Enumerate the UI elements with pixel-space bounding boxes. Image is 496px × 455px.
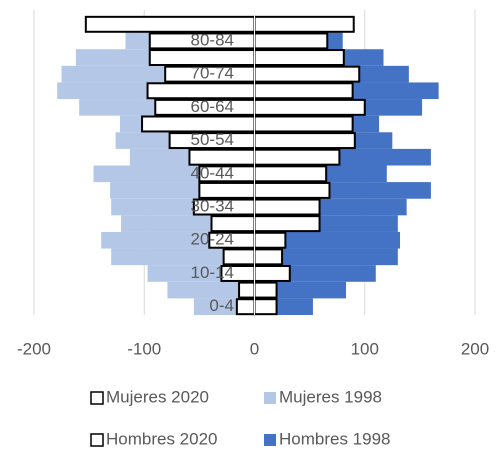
legend-swatch	[90, 391, 104, 405]
bar	[253, 298, 278, 316]
bar	[253, 248, 284, 266]
x-tick-label: -100	[127, 339, 161, 358]
legend-label: Mujeres 1998	[279, 387, 382, 406]
bar	[253, 215, 321, 233]
legend-label: Mujeres 2020	[106, 387, 209, 406]
x-tick-label: -200	[17, 339, 51, 358]
legend-swatch	[90, 433, 104, 447]
bar	[235, 298, 256, 316]
bar	[253, 281, 278, 299]
legend-item: Mujeres 2020	[90, 387, 209, 406]
bar	[253, 181, 331, 199]
legend-label: Hombres 1998	[279, 429, 391, 448]
y-tick-label: 20-24	[191, 230, 234, 249]
legend-item: Mujeres 1998	[264, 387, 382, 406]
legend-label: Hombres 2020	[106, 429, 218, 448]
y-tick-label: 80-84	[191, 30, 234, 49]
bar	[253, 115, 354, 133]
y-tick-label: 0-4	[209, 296, 234, 315]
x-tick-label: 200	[461, 339, 489, 358]
bar	[253, 65, 361, 83]
bar	[167, 281, 255, 299]
bar	[253, 132, 356, 150]
x-tick-label: 0	[250, 339, 259, 358]
bar	[111, 248, 255, 266]
legend-item: Hombres 1998	[264, 429, 391, 448]
bar	[253, 15, 355, 33]
y-tick-label: 50-54	[191, 130, 234, 149]
bar	[238, 281, 256, 299]
bar	[253, 198, 321, 216]
x-tick-label: 100	[351, 339, 379, 358]
bar	[254, 248, 398, 266]
y-tick-label: 10-14	[191, 263, 234, 282]
bar	[253, 148, 341, 166]
bar	[253, 98, 366, 116]
bar	[253, 49, 345, 67]
bar	[253, 264, 291, 282]
legend-swatch	[264, 434, 276, 446]
legend-item: Hombres 2020	[90, 429, 218, 448]
y-tick-label: 60-64	[191, 97, 234, 116]
bar	[253, 165, 328, 183]
bar	[253, 82, 354, 100]
y-tick-label: 40-44	[191, 163, 234, 182]
bar	[253, 32, 329, 50]
y-tick-label: 30-34	[191, 197, 234, 216]
y-tick-label: 70-74	[191, 64, 234, 83]
legend-swatch	[264, 392, 276, 404]
bar	[254, 231, 401, 249]
bar	[253, 231, 287, 249]
